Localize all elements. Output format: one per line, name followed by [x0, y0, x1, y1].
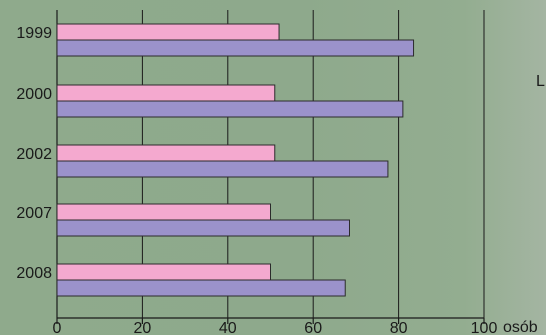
bar-2000-s1 — [56, 84, 276, 102]
x-tick-label: 80 — [390, 320, 408, 335]
category-label: 2000 — [16, 86, 52, 103]
x-tick-label: 40 — [219, 320, 237, 335]
bar-2002-s1 — [56, 144, 276, 162]
bar-2002-s2 — [56, 160, 389, 178]
bar-1999-s1 — [56, 23, 280, 41]
x-tick-label: 60 — [304, 320, 322, 335]
bar-2008-s1 — [56, 263, 271, 281]
bar-2000-s2 — [56, 100, 404, 118]
bar-2008-s2 — [56, 279, 346, 297]
x-unit-label: osób — [503, 319, 538, 335]
bar-2007-s2 — [56, 219, 350, 237]
x-tick-label: 20 — [134, 320, 152, 335]
x-tick-label: 0 — [53, 320, 62, 335]
category-labels: 1999 2000 2002 2007 2008 — [16, 25, 52, 282]
tick-labels: 0 20 40 60 80 100 — [53, 320, 498, 335]
category-label: 2002 — [16, 146, 52, 163]
side-text: L — [536, 73, 545, 90]
bars-layer — [56, 23, 415, 297]
bar-1999-s2 — [56, 39, 415, 57]
category-label: 2008 — [16, 265, 52, 282]
category-label: 2007 — [16, 205, 52, 222]
x-tick-label: 100 — [471, 320, 498, 335]
bar-2007-s1 — [56, 203, 271, 221]
category-label: 1999 — [16, 25, 52, 42]
